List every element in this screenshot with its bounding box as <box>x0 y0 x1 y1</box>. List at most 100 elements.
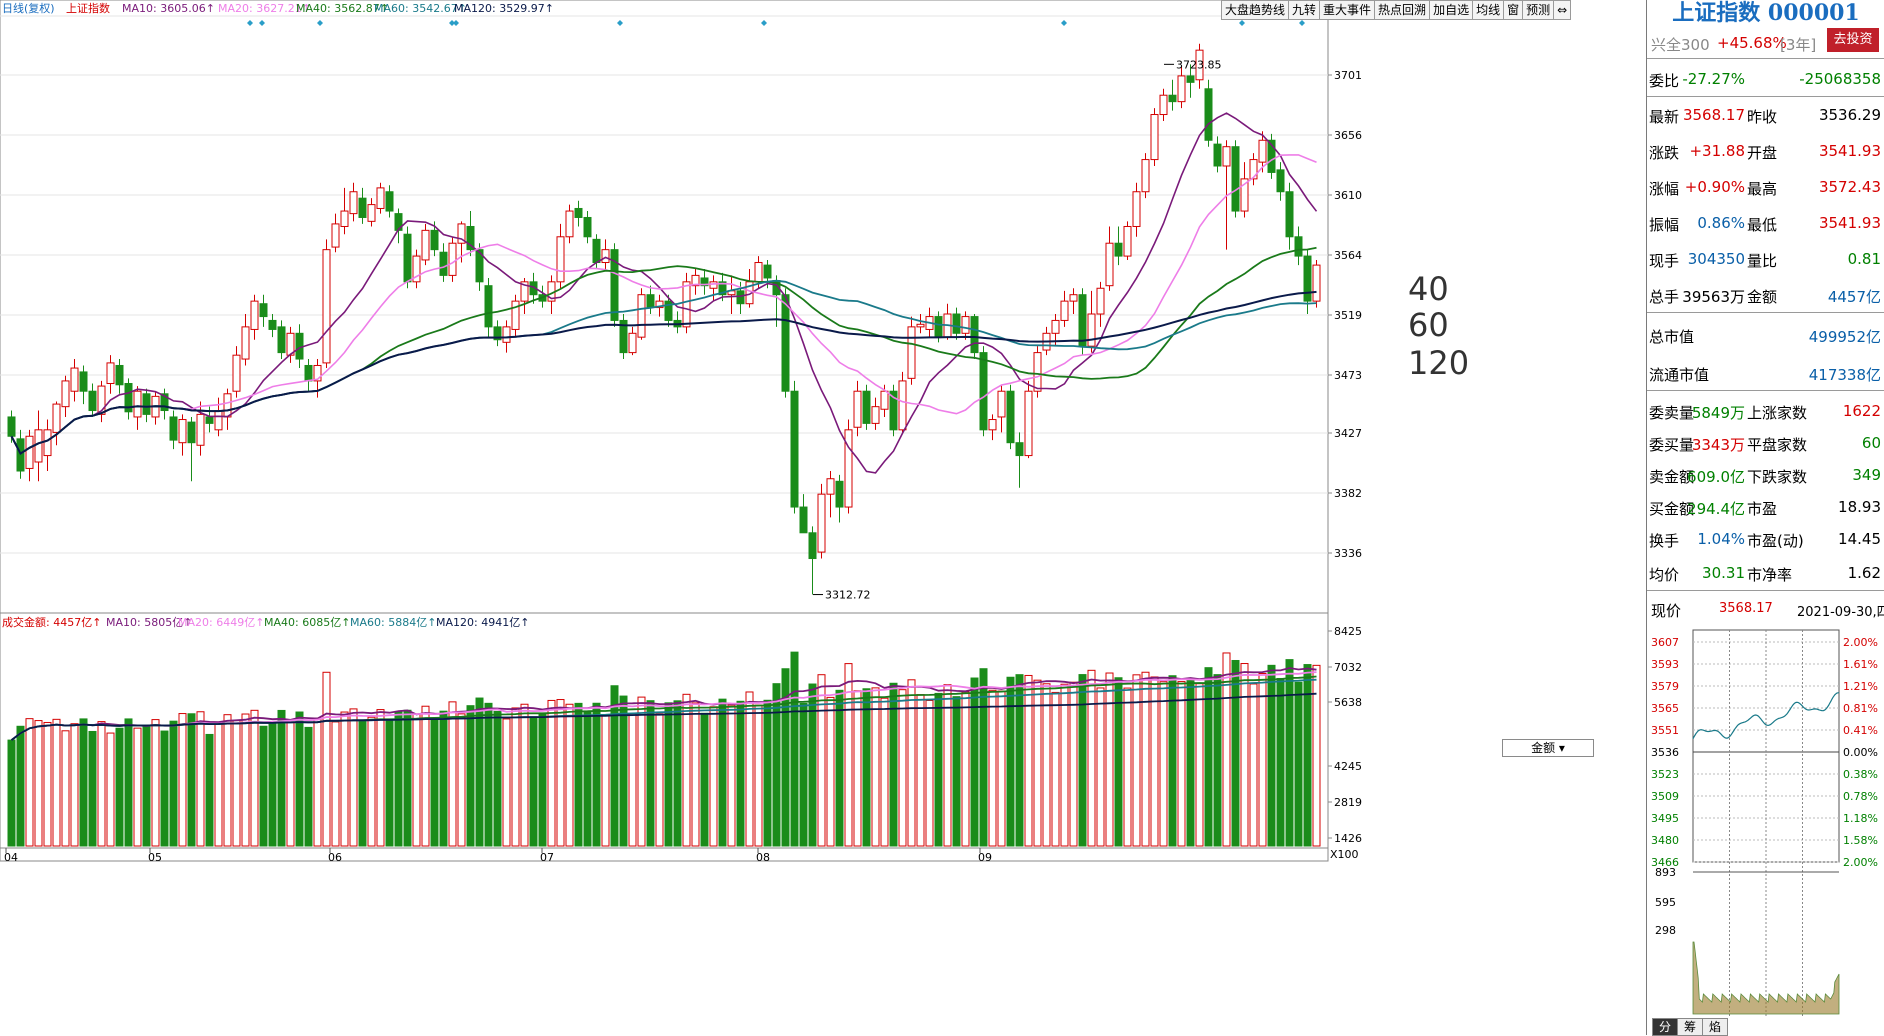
quote-label: 最低 <box>1747 216 1778 234</box>
toolbar-button[interactable]: 大盘趋势线 <box>1221 0 1290 20</box>
toolbar-button[interactable]: 九转 <box>1288 0 1321 20</box>
candle <box>1069 288 1078 314</box>
intraday-price: 3568.17 <box>1719 601 1773 616</box>
volume-bar <box>1294 681 1303 847</box>
volume-bar <box>1231 659 1240 847</box>
volume-bar <box>16 725 25 847</box>
event-marker-icon[interactable] <box>1299 20 1305 26</box>
intraday-pct-axis: 1.58% <box>1843 834 1878 847</box>
event-marker-icon[interactable] <box>761 20 767 26</box>
price-axis-label: 3564 <box>1334 249 1362 262</box>
toolbar-button[interactable]: 窗 <box>1503 0 1524 20</box>
candle <box>1195 43 1204 89</box>
volume-bar <box>1285 659 1294 847</box>
event-marker-icon[interactable] <box>1239 20 1245 26</box>
event-marker-icon[interactable] <box>247 20 253 26</box>
price-axis-label: 3701 <box>1334 69 1362 82</box>
toolbar-button[interactable]: 加自选 <box>1429 0 1474 20</box>
toolbar-button[interactable]: 预测 <box>1522 0 1555 20</box>
candle <box>232 346 241 398</box>
candle <box>268 314 277 338</box>
quote-label: 昨收 <box>1747 108 1778 126</box>
candle <box>799 494 808 534</box>
event-marker-icon[interactable] <box>453 20 459 26</box>
candle <box>151 391 160 425</box>
kline-chart[interactable]: 3747370136563610356435193473342733823336… <box>0 0 1646 1035</box>
intraday-tab[interactable]: 焰 <box>1702 1018 1729 1036</box>
quote-value: +31.88 <box>1689 142 1745 160</box>
compare-name: 兴全300 <box>1651 36 1710 54</box>
candle <box>1231 140 1240 218</box>
volume-bar <box>826 696 835 847</box>
candle <box>646 285 655 314</box>
volume-bar <box>1213 674 1222 847</box>
volume-bar <box>592 702 601 847</box>
volume-bar <box>844 663 853 847</box>
event-marker-icon[interactable] <box>317 20 323 26</box>
intraday-chart[interactable]: 3607 2.00% 3593 1.61% 3579 1.21% 3565 0.81% 3551… <box>1647 622 1884 1017</box>
intraday-date: 2021-09-30,四 <box>1797 605 1884 620</box>
event-marker-icon[interactable] <box>1061 20 1067 26</box>
volume-bar <box>1303 664 1312 847</box>
chart-toolbar: 大盘趋势线 九转 重大事件 热点回溯 加自选 均线窗预测 ⇔ <box>1221 0 1572 20</box>
volume-bar <box>1051 691 1060 847</box>
volume-bar <box>268 723 277 847</box>
volume-bar <box>637 696 646 847</box>
volume-bar <box>295 711 304 847</box>
volume-bar <box>799 702 808 847</box>
candle <box>817 483 826 559</box>
candle <box>601 239 610 269</box>
toolbar-button[interactable]: 重大事件 <box>1319 0 1376 20</box>
volume-bar <box>1249 683 1258 847</box>
quote-value: 609.0亿 <box>1687 468 1745 486</box>
volume-bar <box>808 683 817 847</box>
quote-label: 总市值 <box>1649 328 1695 346</box>
volume-bar <box>232 720 241 847</box>
intraday-tab[interactable]: 分 <box>1652 1018 1679 1036</box>
candle <box>34 410 43 482</box>
candle <box>565 204 574 244</box>
volume-bar <box>241 713 250 847</box>
quote-label: 平盘家数 <box>1747 436 1808 454</box>
event-marker-icon[interactable] <box>449 20 455 26</box>
quote-label: 金额 <box>1747 288 1778 306</box>
volume-bar <box>754 704 763 847</box>
volume-bar <box>484 702 493 847</box>
intraday-volume-axis: 298 <box>1655 924 1676 937</box>
invest-button[interactable]: 去投资 <box>1827 28 1879 52</box>
intraday-tab[interactable]: 筹 <box>1677 1018 1704 1036</box>
volume-bar <box>1312 664 1321 847</box>
intraday-price-axis: 3509 <box>1651 790 1679 803</box>
volume-bar <box>1078 674 1087 847</box>
quote-value: -25068358 <box>1799 70 1881 88</box>
amount-dropdown[interactable]: 金额 ▾ <box>1502 739 1594 757</box>
candle <box>52 401 61 446</box>
quote-label: 市净率 <box>1747 566 1793 584</box>
intraday-price-axis: 3495 <box>1651 812 1679 825</box>
volume-axis-label: 4245 <box>1334 760 1362 773</box>
candle <box>610 243 619 327</box>
event-marker-icon[interactable] <box>617 20 623 26</box>
compare-pct: +45.68% <box>1717 34 1787 52</box>
candle <box>259 294 268 327</box>
candle <box>178 414 187 456</box>
volume-bar <box>646 700 655 847</box>
quote-value: 3541.93 <box>1818 214 1881 232</box>
quote-value: 5849万 <box>1691 404 1745 422</box>
toolbar-button[interactable]: 均线 <box>1472 0 1505 20</box>
quote-value: 0.86% <box>1697 214 1745 232</box>
month-label: 04 <box>4 851 18 864</box>
quote-value: 39563万 <box>1682 288 1745 306</box>
volume-bar <box>106 732 115 847</box>
expand-icon[interactable]: ⇔ <box>1553 0 1572 20</box>
candle <box>1285 182 1294 250</box>
candle <box>187 416 196 482</box>
quote-row: 委卖量 5849万 上涨家数 1622 <box>1647 394 1884 426</box>
event-marker-icon[interactable] <box>259 20 265 26</box>
ma60-line <box>10 279 1317 455</box>
toolbar-button[interactable]: 热点回溯 <box>1374 0 1431 20</box>
ma20-line <box>10 154 1317 455</box>
volume-bar <box>367 716 376 847</box>
volume-bar <box>349 708 358 847</box>
intraday-header: 现价 3568.17 2021-09-30,四 <box>1647 592 1884 624</box>
